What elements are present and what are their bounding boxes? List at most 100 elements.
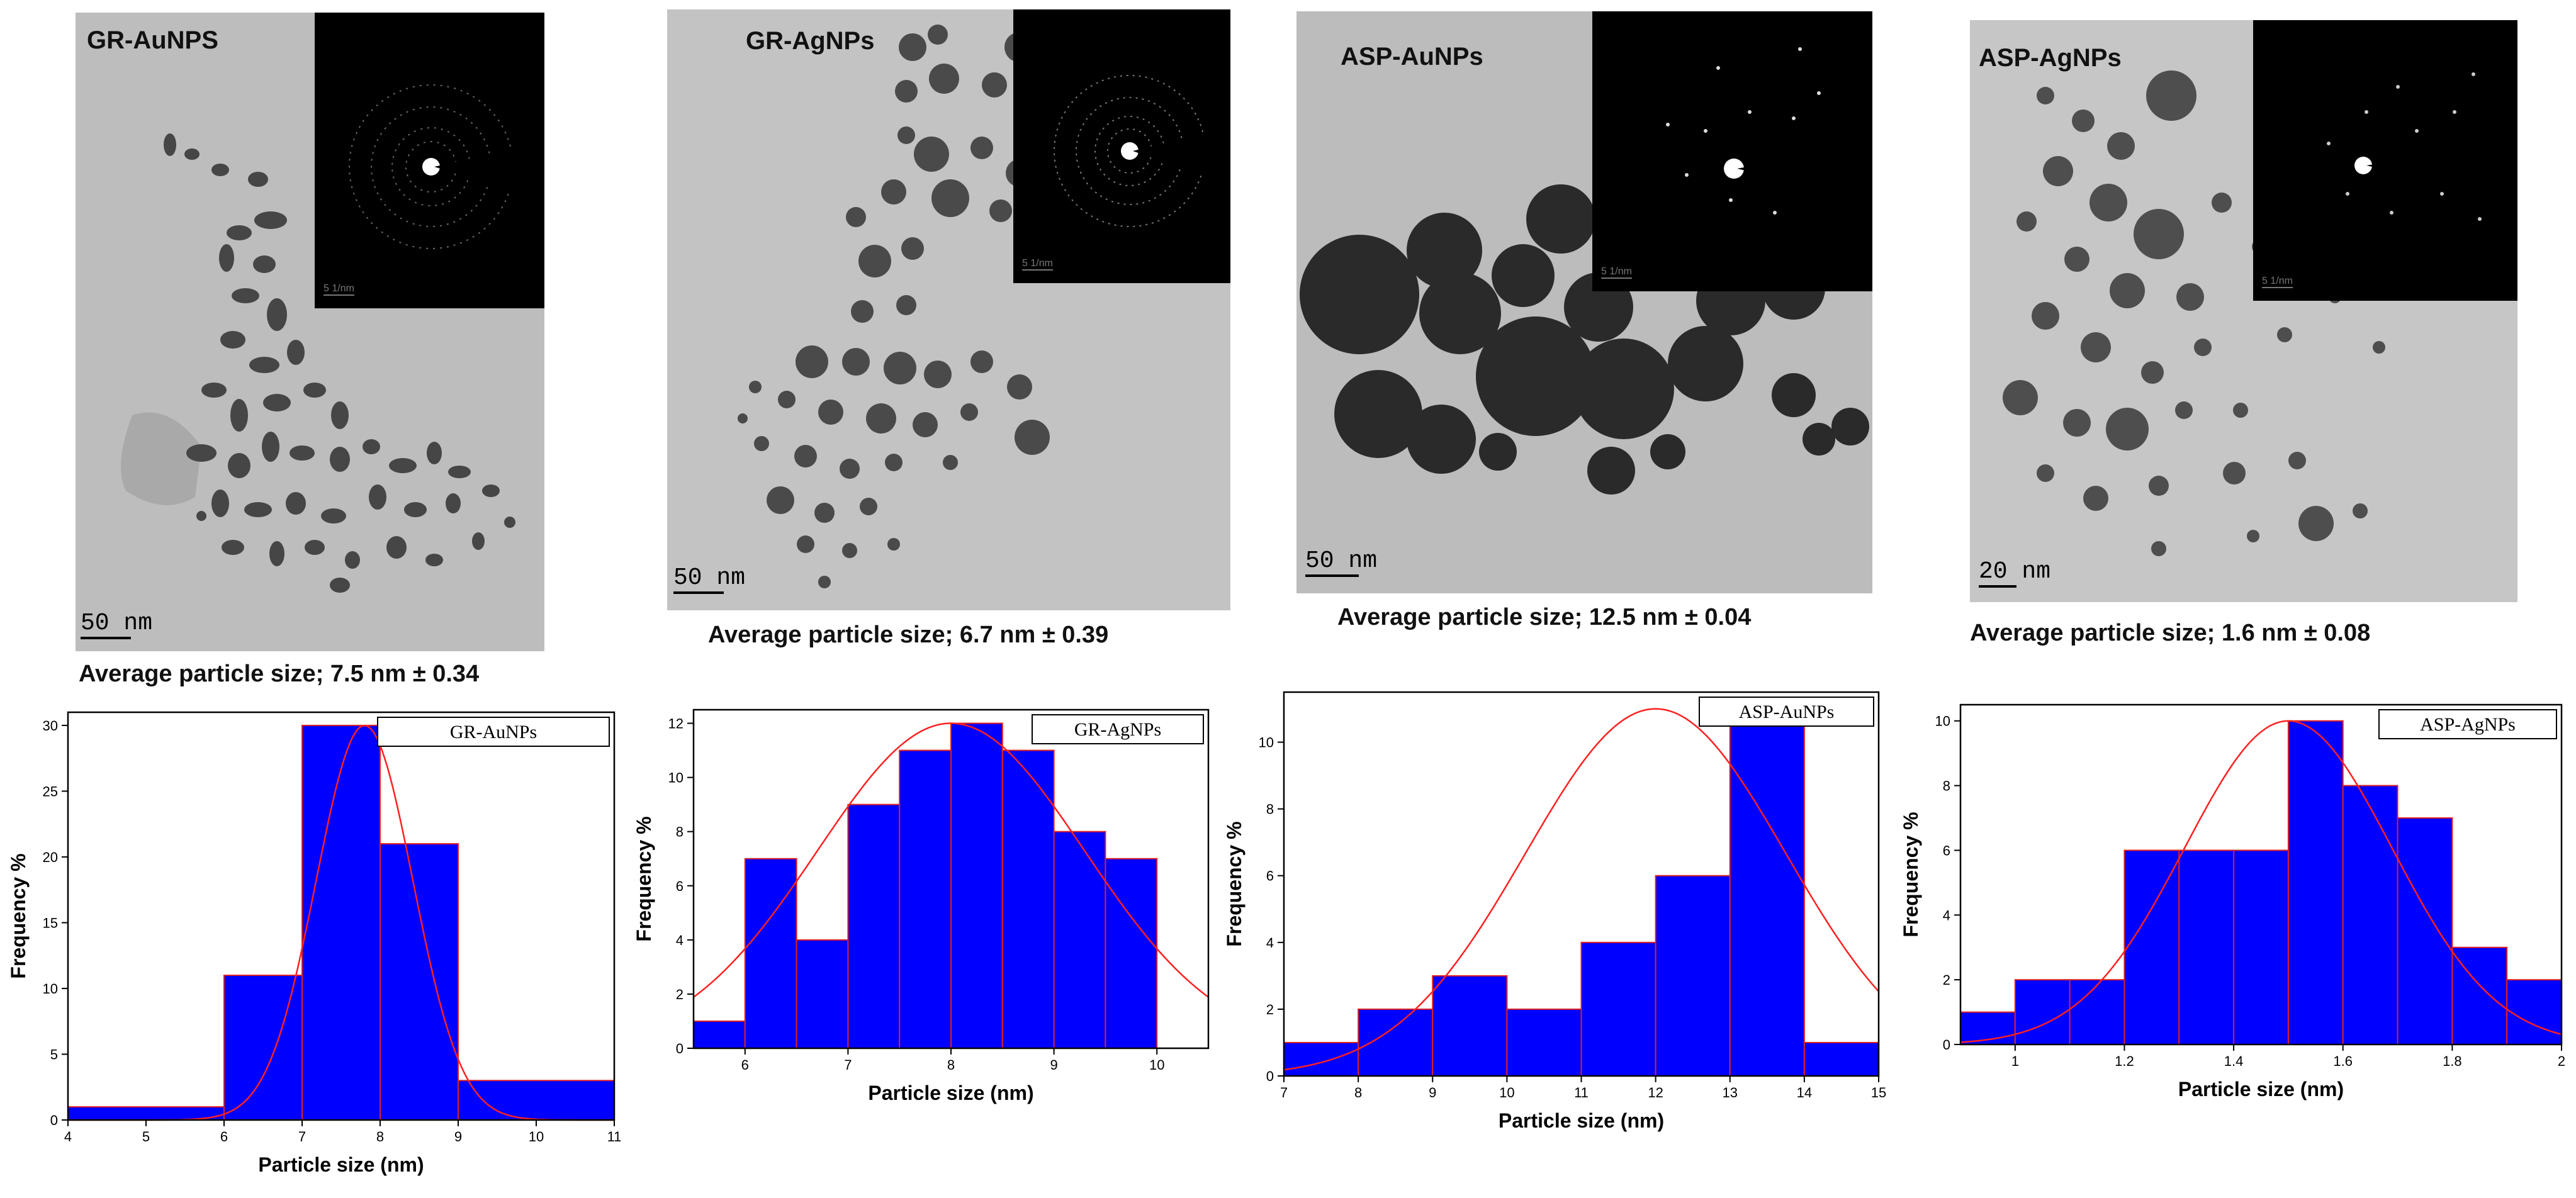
- x-tick-label: 15: [1871, 1085, 1886, 1100]
- histogram-bar: [1655, 875, 1731, 1077]
- x-tick-label: 4: [64, 1129, 72, 1145]
- histogram-bar: [1803, 1041, 1879, 1077]
- tem-image-gr-aunps: GR-AuNPS 5 1/nm 50 nm: [76, 13, 544, 651]
- histogram-bar: [950, 722, 1003, 1049]
- y-tick-label: 10: [1259, 735, 1274, 751]
- saed-pattern-inset: 5 1/nm: [1592, 11, 1872, 291]
- tem-image-asp-agnps: ASP-AgNPs 5 1/nm 20 nm: [1970, 20, 2517, 602]
- legend-label: GR-AgNPs: [1074, 719, 1161, 740]
- histogram-chart: 6 7 8 9 10 0 2 4 6 8 10 12 Particle size (nm) Frequen…: [633, 708, 1210, 1104]
- tem-image-gr-agnps: GR-AgNPs 5 1/nm 50 nm: [667, 9, 1230, 610]
- x-tick-label: 10: [1499, 1085, 1514, 1100]
- histogram-bar: [2287, 720, 2344, 1045]
- tem-image-asp-aunps: ASP-AuNPs 5 1/nm 50 nm: [1296, 11, 1872, 593]
- x-tick-label: 8: [1354, 1085, 1362, 1100]
- y-tick-label: 15: [43, 915, 58, 931]
- y-tick-label: 10: [1935, 714, 1950, 729]
- saed-scale-bar: 5 1/nm: [1601, 266, 1632, 279]
- y-tick-label: 4: [1943, 907, 1950, 923]
- scale-bar-line: [1979, 585, 2016, 588]
- y-tick-label: 2: [676, 987, 683, 1002]
- y-tick-label: 8: [676, 824, 683, 840]
- y-axis-label: Frequency %: [633, 816, 655, 941]
- histogram-bar: [2069, 979, 2125, 1045]
- x-tick-label: 7: [298, 1129, 306, 1145]
- scale-bar: 50 nm: [673, 566, 762, 594]
- scale-bar: 50 nm: [1305, 549, 1393, 577]
- y-tick-label: 0: [1943, 1037, 1950, 1053]
- y-tick-label: 10: [668, 770, 683, 786]
- histogram-bar: [223, 975, 303, 1121]
- saed-pattern-inset: 5 1/nm: [315, 13, 544, 308]
- saed-scale-bar: 5 1/nm: [1022, 258, 1053, 271]
- histogram-bar: [1506, 1008, 1582, 1077]
- tem-title: ASP-AuNPs: [1341, 43, 1483, 70]
- plot-frame: [67, 711, 616, 1121]
- x-tick-label: 1: [2011, 1053, 2019, 1069]
- legend-box: [2378, 709, 2557, 739]
- histogram-bar: [1001, 749, 1055, 1049]
- scale-bar-label: 50 nm: [1305, 547, 1378, 574]
- y-tick-label: 2: [1266, 1002, 1274, 1017]
- saed-pattern-inset: 5 1/nm: [2253, 20, 2517, 301]
- histogram-bar: [847, 803, 901, 1049]
- x-tick-label: 1.2: [2115, 1053, 2134, 1069]
- x-tick-label: 8: [376, 1129, 384, 1145]
- tem-title: GR-AuNPS: [87, 26, 218, 54]
- legend-box: [1032, 714, 1204, 744]
- x-tick-label: 5: [142, 1129, 150, 1145]
- x-tick-label: 11: [607, 1129, 622, 1145]
- histogram-bar: [1283, 1041, 1359, 1077]
- saed-pattern-inset: 5 1/nm: [1013, 9, 1230, 283]
- saed-diffraction-rings: [1592, 11, 1872, 291]
- x-tick-label: 2: [2558, 1053, 2565, 1069]
- histogram-bar: [2506, 979, 2563, 1045]
- x-tick-label: 8: [947, 1057, 955, 1073]
- x-tick-label: 1.4: [2224, 1053, 2244, 1069]
- average-size-label: Average particle size; 1.6 nm ± 0.08: [1970, 620, 2371, 646]
- tem-title: ASP-AgNPs: [1979, 44, 2122, 72]
- histogram-bar: [1432, 975, 1508, 1077]
- x-axis-label: Particle size (nm): [1499, 1109, 1664, 1132]
- histogram-asp-aunps: 7 8 9 10 11 12 13 14 15 0 2 4 6 8 10 Particle size (nm)…: [1223, 680, 1901, 1195]
- histogram-bar: [796, 939, 849, 1049]
- legend-label: ASP-AuNPs: [1739, 702, 1835, 722]
- x-axis-label: Particle size (nm): [2178, 1078, 2344, 1100]
- x-tick-label: 9: [454, 1129, 462, 1145]
- y-tick-label: 30: [43, 718, 58, 734]
- saed-scale-bar: 5 1/nm: [323, 283, 354, 296]
- scale-bar-label: 20 nm: [1979, 558, 2051, 585]
- histogram-bar: [2342, 785, 2399, 1045]
- saed-scale-bar: 5 1/nm: [2262, 276, 2293, 288]
- histogram-bar: [2014, 979, 2071, 1045]
- x-tick-label: 10: [1149, 1057, 1164, 1073]
- histogram-bar: [2178, 849, 2235, 1045]
- y-tick-label: 8: [1943, 778, 1950, 794]
- y-axis-label: Frequency %: [7, 853, 30, 978]
- histogram-bar: [1053, 831, 1106, 1049]
- scale-bar-label: 50 nm: [81, 610, 153, 637]
- legend-label: ASP-AgNPs: [2420, 714, 2516, 735]
- histogram-chart: 1 1.2 1.4 1.6 1.8 2 0 2 4 6 8 10 Particle size (nm) F…: [1899, 703, 2565, 1100]
- histogram-chart: 4 5 6 7 8 9 10 11 0 5 10 15 20 25 30 Particle size (nm)…: [7, 711, 622, 1176]
- x-tick-label: 9: [1050, 1057, 1057, 1073]
- gaussian-fit-curve: [693, 722, 1209, 998]
- average-size-label: Average particle size; 7.5 nm ± 0.34: [79, 661, 480, 687]
- histogram-bar: [2123, 849, 2180, 1045]
- histogram-bar: [1729, 708, 1805, 1077]
- average-size-label: Average particle size; 6.7 nm ± 0.39: [708, 622, 1109, 648]
- legend-box: [1699, 697, 1874, 727]
- histogram-bar: [380, 843, 459, 1121]
- x-tick-label: 13: [1723, 1085, 1738, 1100]
- x-tick-label: 1.6: [2333, 1053, 2353, 1069]
- histogram-asp-agnps: 1 1.2 1.4 1.6 1.8 2 0 2 4 6 8 10 Particle size (nm) F…: [1899, 686, 2576, 1195]
- y-tick-label: 10: [43, 981, 58, 997]
- x-tick-label: 9: [1429, 1085, 1436, 1100]
- histogram-bar: [2397, 817, 2453, 1045]
- x-axis-label: Particle size (nm): [258, 1153, 424, 1176]
- histogram-bar: [2233, 849, 2289, 1045]
- x-tick-label: 10: [529, 1129, 544, 1145]
- x-tick-label: 11: [1574, 1085, 1589, 1100]
- average-size-label: Average particle size; 12.5 nm ± 0.04: [1337, 604, 1752, 630]
- y-axis-label: Frequency %: [1899, 812, 1922, 937]
